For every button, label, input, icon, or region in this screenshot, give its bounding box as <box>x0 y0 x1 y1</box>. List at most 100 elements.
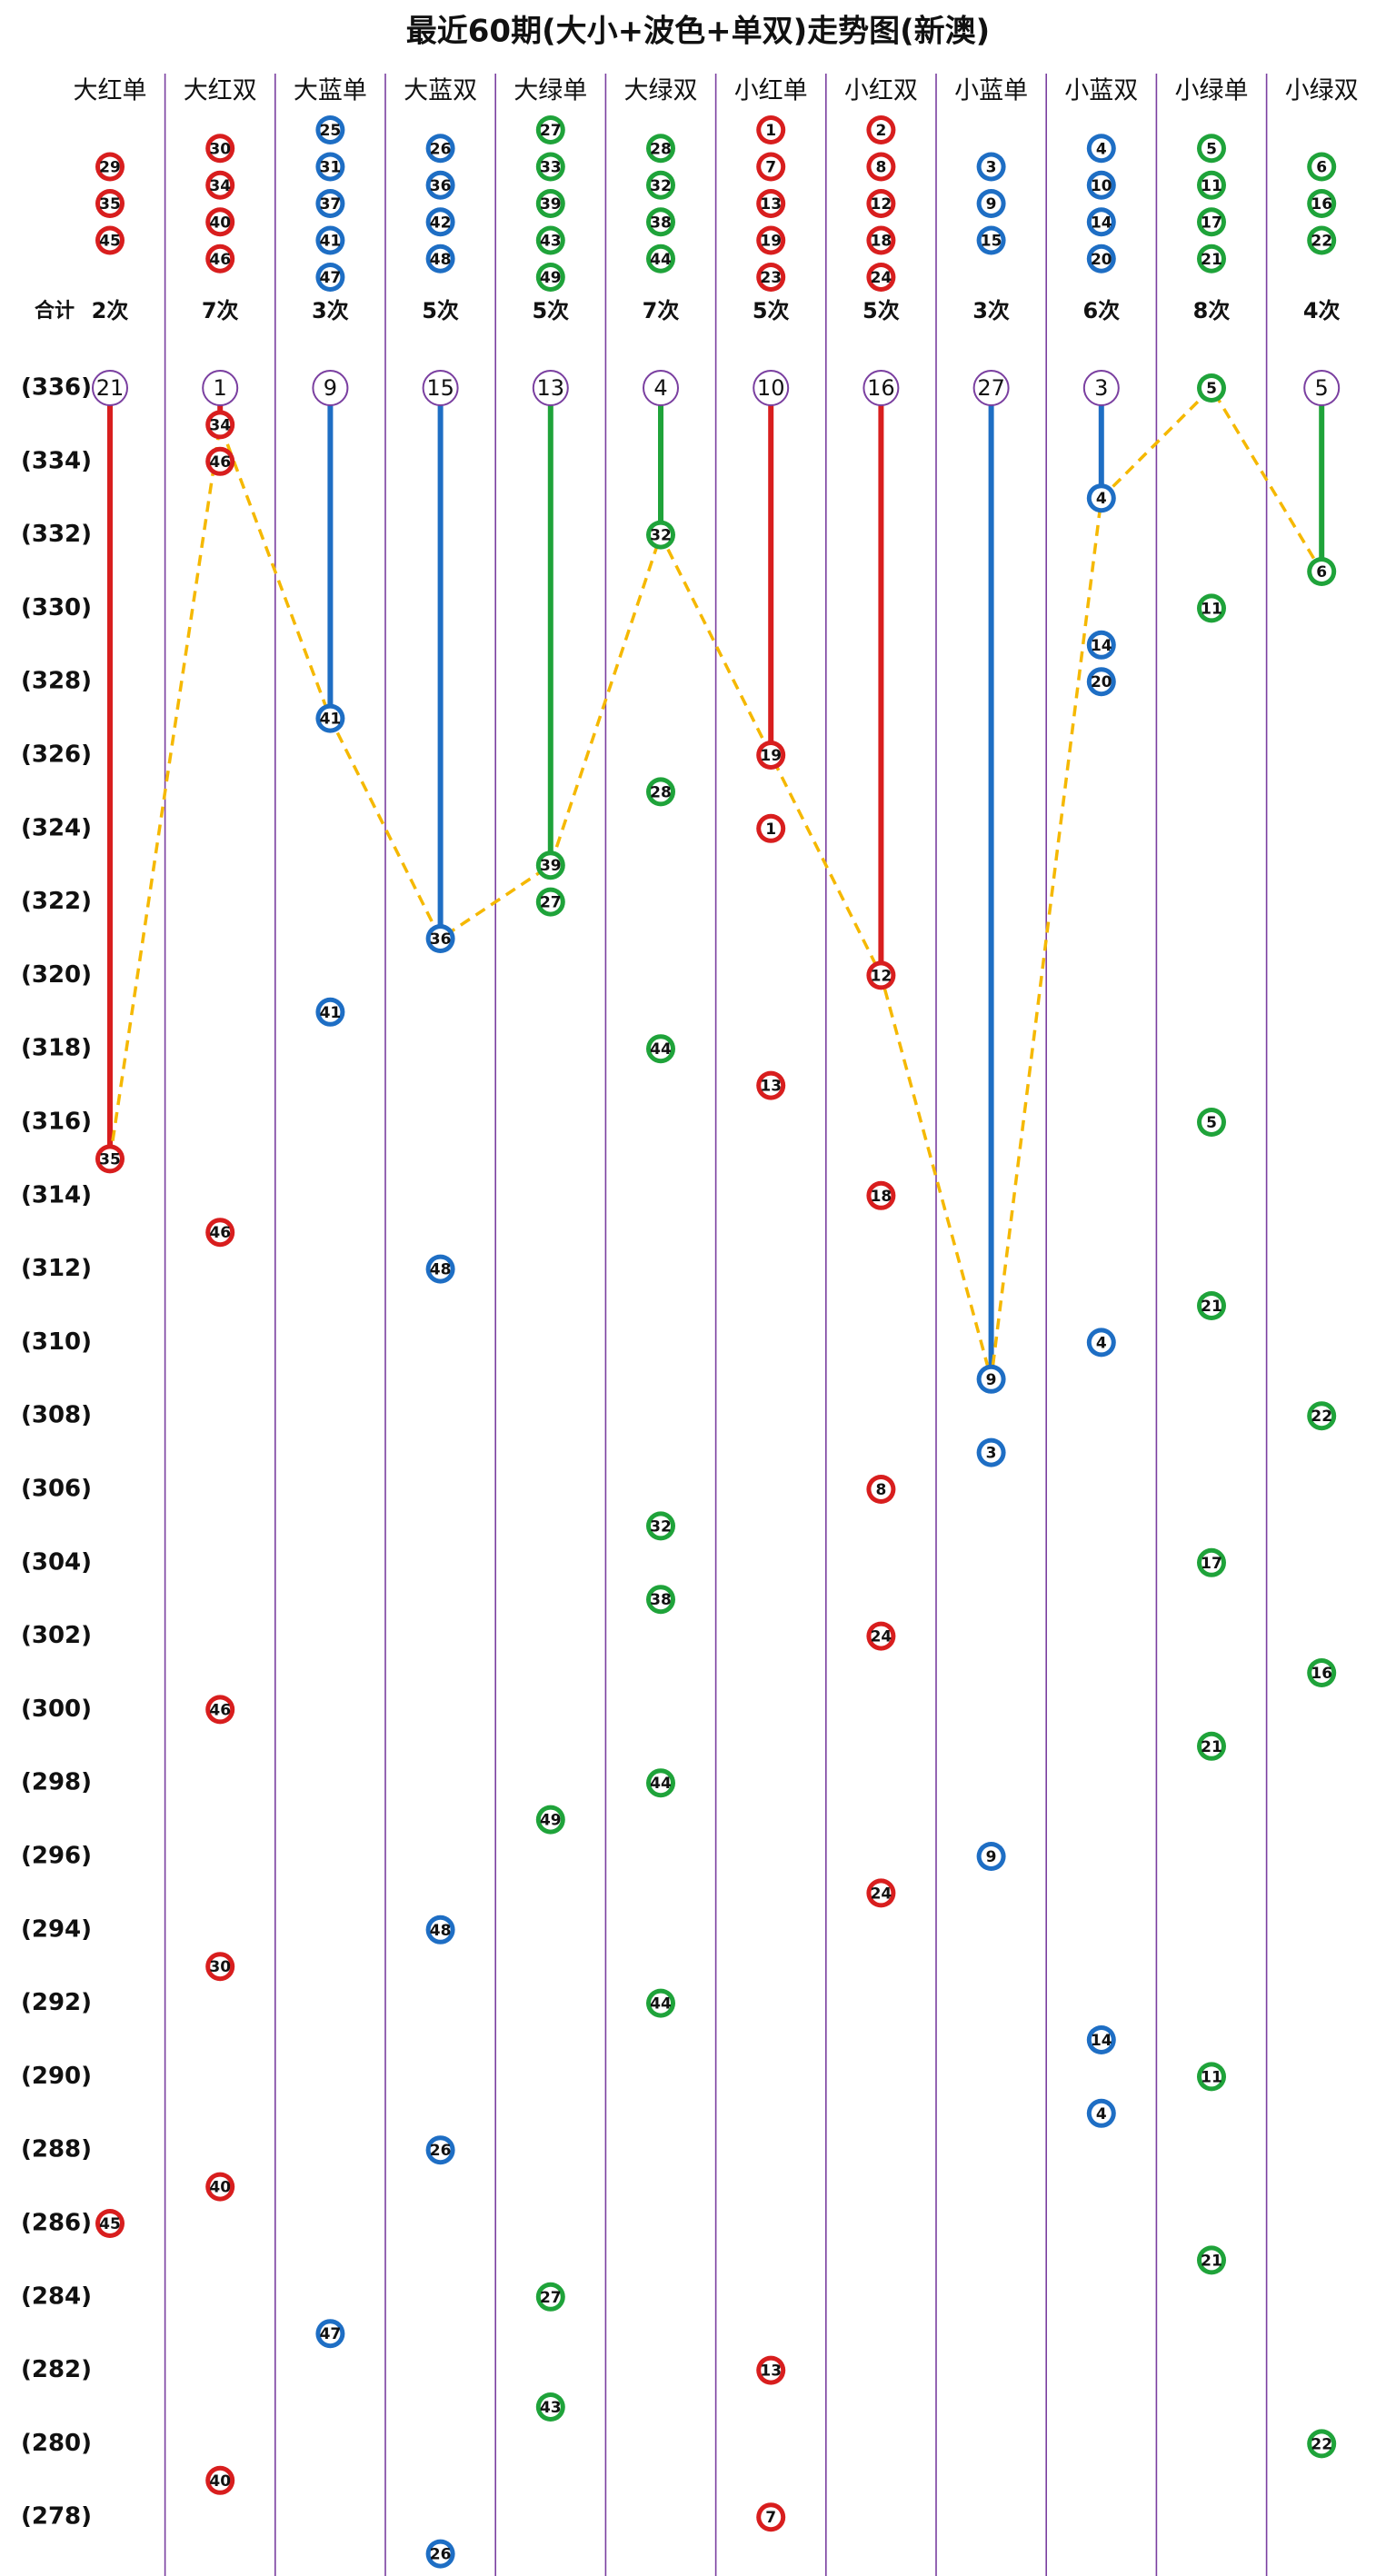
ball-face <box>871 1185 892 1206</box>
ball-number: 3 <box>986 159 997 177</box>
ball-face <box>761 745 782 765</box>
ball-number: 14 <box>1091 637 1112 655</box>
ball-number: 42 <box>430 214 452 232</box>
ball-face <box>210 138 231 159</box>
ball-face <box>320 194 341 214</box>
ball-number: 44 <box>650 1995 672 2014</box>
ball-face <box>981 194 1002 214</box>
period-label: (294) <box>21 1915 92 1943</box>
omission-value: 21 <box>96 375 125 401</box>
ball-number: 6 <box>1316 159 1327 177</box>
ball-number: 29 <box>99 159 121 177</box>
ball-number: 36 <box>430 930 452 949</box>
ball-number: 20 <box>1091 251 1112 269</box>
ball-number: 28 <box>650 140 672 158</box>
ball-number: 2 <box>875 122 886 140</box>
ball-face <box>651 1773 671 1794</box>
ball-face <box>430 212 451 233</box>
ball-number: 41 <box>320 1004 342 1022</box>
ball-number: 27 <box>540 122 562 140</box>
ball-number: 1 <box>765 821 776 839</box>
ball-number: 9 <box>986 195 997 214</box>
ball-number: 26 <box>430 2142 452 2160</box>
ball-face <box>981 230 1002 251</box>
ball-face <box>210 1222 231 1243</box>
column-header: 小红双 <box>844 77 918 105</box>
ball-number: 8 <box>875 1481 886 1499</box>
ball-number: 48 <box>430 1922 452 1940</box>
ball-number: 27 <box>540 2289 562 2307</box>
omission-circle <box>92 370 128 406</box>
ball-face <box>1311 156 1332 177</box>
ball-number: 22 <box>1311 2435 1332 2453</box>
ball-number: 5 <box>1206 140 1217 158</box>
ball-number: 13 <box>760 1078 782 1096</box>
hit-count: 4次 <box>1303 298 1341 323</box>
ball-number: 32 <box>650 177 672 195</box>
period-label: (296) <box>21 1843 92 1870</box>
ball-face <box>1202 2066 1222 2087</box>
ball-number: 9 <box>986 1848 997 1866</box>
omission-circle <box>1082 370 1120 406</box>
column-header: 大绿单 <box>514 77 587 105</box>
ball-face <box>871 1479 892 1499</box>
hit-count: 3次 <box>972 298 1010 323</box>
ball-number: 43 <box>540 2399 562 2417</box>
period-label: (288) <box>21 2136 92 2163</box>
ball-face <box>981 1368 1002 1389</box>
column-header: 大蓝双 <box>404 77 477 105</box>
ball-number: 12 <box>871 967 892 985</box>
period-label: (286) <box>21 2210 92 2237</box>
period-label: (308) <box>21 1402 92 1429</box>
ball-number: 49 <box>540 1812 562 1830</box>
ball-face <box>540 891 561 912</box>
hit-count: 7次 <box>643 298 680 323</box>
ball-number: 13 <box>760 195 782 214</box>
ball-face <box>1091 138 1112 159</box>
column-header: 小蓝双 <box>1064 77 1138 105</box>
ball-face <box>1091 174 1112 195</box>
ball-number: 5 <box>1206 1114 1217 1132</box>
ball-number: 18 <box>871 1188 892 1206</box>
ball-face <box>871 156 892 177</box>
ball-face <box>1202 1552 1222 1573</box>
ball-face <box>430 2140 451 2161</box>
ball-face <box>100 230 120 251</box>
column-header: 大红单 <box>74 77 147 105</box>
ball-face <box>320 267 341 287</box>
ball-face <box>430 1258 451 1279</box>
ball-face <box>871 120 892 140</box>
ball-number: 4 <box>1096 1334 1107 1352</box>
ball-face <box>210 2470 231 2491</box>
ball-number: 7 <box>765 2509 776 2527</box>
period-label: (282) <box>21 2356 92 2383</box>
ball-face <box>1202 2250 1222 2271</box>
period-label: (278) <box>21 2503 92 2531</box>
period-label: (324) <box>21 814 92 841</box>
period-label: (326) <box>21 741 92 769</box>
ball-number: 4 <box>1096 490 1107 508</box>
ball-number: 46 <box>209 453 231 472</box>
ball-face <box>1202 138 1222 159</box>
omission-circle <box>643 370 679 406</box>
ball-face <box>210 1956 231 1977</box>
ball-number: 10 <box>1091 177 1112 195</box>
period-label: (328) <box>21 668 92 695</box>
ball-number: 13 <box>760 2362 782 2381</box>
omission-value: 27 <box>977 375 1005 401</box>
ball-number: 34 <box>209 416 231 434</box>
total-label: 合计 <box>35 299 75 323</box>
ball-number: 38 <box>650 214 672 232</box>
ball-number: 23 <box>760 269 782 287</box>
ball-number: 46 <box>209 251 231 269</box>
ball-face <box>1202 378 1222 398</box>
ball-number: 40 <box>209 214 231 232</box>
omission-circle <box>422 370 459 406</box>
ball-number: 21 <box>1201 1298 1222 1316</box>
ball-face <box>981 156 1002 177</box>
ball-number: 17 <box>1201 214 1222 232</box>
ball-face <box>761 194 782 214</box>
ball-face <box>320 708 341 729</box>
period-label: (318) <box>21 1035 92 1062</box>
ball-face <box>430 248 451 269</box>
